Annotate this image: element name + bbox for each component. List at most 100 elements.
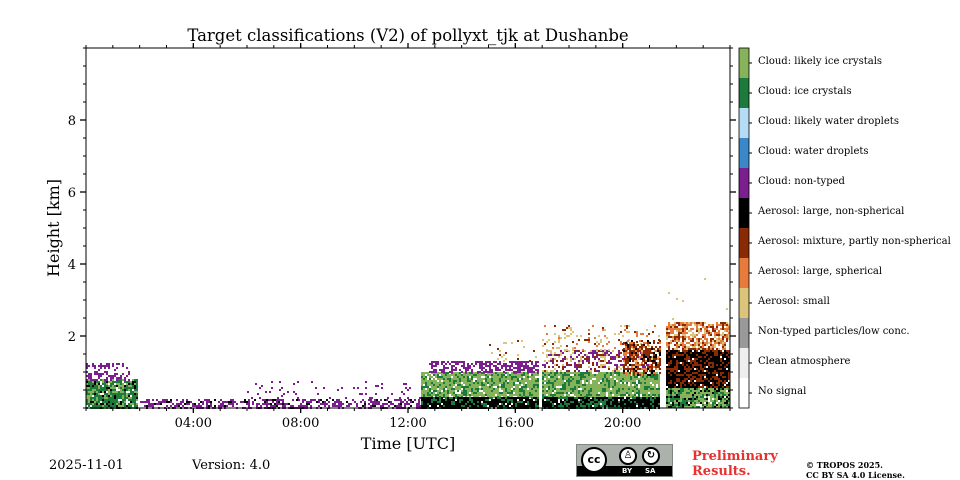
heatmap-cell (517, 354, 519, 356)
heatmap-cell (590, 352, 592, 354)
heatmap-cell (632, 360, 634, 362)
heatmap-cell (694, 354, 696, 356)
heatmap-cell (686, 342, 688, 344)
heatmap-cell (525, 388, 527, 390)
heatmap-cell (590, 388, 592, 390)
heatmap-cell (606, 397, 608, 399)
heatmap-cell (716, 384, 718, 386)
heatmap-cell (588, 356, 590, 358)
heatmap-cell (600, 366, 602, 368)
heatmap-cell (465, 367, 467, 369)
heatmap-cell (645, 346, 647, 348)
heatmap-cell (690, 354, 692, 356)
heatmap-cell (639, 346, 641, 348)
heatmap-cell (640, 397, 642, 399)
heatmap-cell (684, 360, 686, 362)
heatmap-cell (712, 356, 714, 358)
heatmap-cell (505, 388, 507, 390)
heatmap-cell (576, 372, 578, 374)
heatmap-cell (556, 360, 558, 362)
heatmap-cell (655, 362, 657, 364)
heatmap-cell (718, 358, 720, 360)
heatmap-cell (90, 389, 92, 391)
heatmap-cell (130, 381, 132, 383)
heatmap-cell (686, 396, 688, 398)
heatmap-cell (722, 344, 724, 346)
heatmap-cell (706, 344, 708, 346)
heatmap-cell (726, 334, 728, 336)
heatmap-cell (523, 394, 525, 396)
heatmap-cell (485, 399, 487, 401)
heatmap-region (623, 340, 661, 376)
heatmap-cell (596, 384, 598, 386)
heatmap-cell (639, 340, 641, 342)
heatmap-cell (726, 330, 728, 332)
heatmap-cell (132, 391, 134, 393)
heatmap-cell (558, 347, 560, 349)
heatmap-cell (682, 380, 684, 382)
heatmap-cell (467, 365, 469, 367)
heatmap-cell (576, 364, 578, 366)
heatmap-cell (550, 358, 552, 360)
heatmap-cell (653, 372, 655, 374)
heatmap-cell (580, 376, 582, 378)
heatmap-cell (684, 334, 686, 336)
heatmap-cell (682, 328, 684, 330)
heatmap-cell (655, 356, 657, 358)
heatmap-cell (86, 395, 88, 397)
heatmap-cell (655, 364, 657, 366)
heatmap-cell (582, 378, 584, 380)
heatmap-cell (714, 356, 716, 358)
heatmap-cell (435, 388, 437, 390)
heatmap-cell (423, 376, 425, 378)
heatmap-cell (630, 405, 632, 407)
heatmap-cell (626, 397, 628, 399)
heatmap-cell (666, 400, 668, 402)
heatmap-cell (517, 340, 519, 342)
heatmap-cell (527, 374, 529, 376)
heatmap-cell (623, 370, 625, 372)
heatmap-cell (220, 399, 222, 401)
heatmap-cell (642, 394, 644, 396)
heatmap-cell (108, 403, 110, 405)
heatmap-cell (423, 380, 425, 382)
heatmap-cell (463, 380, 465, 382)
heatmap-cell (535, 401, 537, 403)
heatmap-cell (724, 388, 726, 390)
heatmap-cell (148, 403, 150, 405)
heatmap-cell (427, 382, 429, 384)
heatmap-cell (690, 366, 692, 368)
heatmap-cell (471, 399, 473, 401)
heatmap-cell (449, 380, 451, 382)
heatmap-cell (680, 378, 682, 380)
heatmap-cell (618, 376, 620, 378)
heatmap-cell (507, 374, 509, 376)
heatmap-cell (262, 399, 264, 401)
heatmap-cell (556, 382, 558, 384)
heatmap-cell (546, 372, 548, 374)
heatmap-cell (88, 375, 90, 377)
heatmap-cell (698, 372, 700, 374)
heatmap-cell (503, 390, 505, 392)
heatmap-cell (266, 405, 268, 407)
heatmap-cell (696, 378, 698, 380)
heatmap-cell (718, 350, 720, 352)
heatmap-cell (443, 399, 445, 401)
heatmap-cell (558, 388, 560, 390)
heatmap-cell (578, 364, 580, 366)
heatmap-cell (678, 360, 680, 362)
heatmap-cell (132, 395, 134, 397)
heatmap-cell (666, 404, 668, 406)
heatmap-cell (712, 372, 714, 374)
heatmap-cell (625, 344, 627, 346)
heatmap-cell (271, 387, 273, 389)
heatmap-cell (546, 370, 548, 372)
heatmap-cell (712, 364, 714, 366)
heatmap-cell (710, 358, 712, 360)
heatmap-cell (650, 394, 652, 396)
heatmap-cell (610, 374, 612, 376)
heatmap-cell (700, 400, 702, 402)
heatmap-cell (639, 374, 641, 376)
heatmap-cell (714, 332, 716, 334)
heatmap-cell (724, 322, 726, 324)
